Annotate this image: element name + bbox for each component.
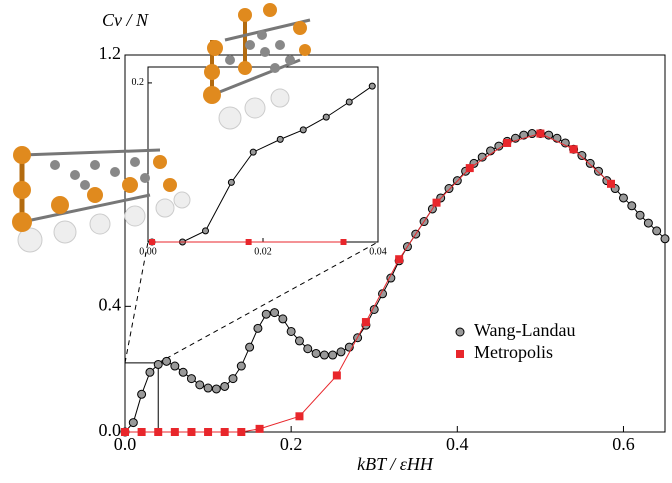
point xyxy=(121,428,129,436)
point xyxy=(635,210,645,220)
point xyxy=(607,179,615,188)
x-tick-label: 0.00 xyxy=(139,246,157,257)
point xyxy=(228,374,238,384)
plot-frame xyxy=(147,66,379,243)
point xyxy=(278,314,288,324)
legend-marker xyxy=(455,327,465,337)
point xyxy=(149,239,156,245)
point xyxy=(253,323,263,333)
point xyxy=(295,412,304,421)
y-tick-label: 0.0 xyxy=(99,420,122,440)
point xyxy=(652,226,662,236)
point xyxy=(202,227,209,235)
point xyxy=(432,198,441,207)
x-tick-label: 0.4 xyxy=(446,434,469,454)
x-tick-label: 0.0 xyxy=(114,434,137,454)
point xyxy=(332,371,341,380)
x-tick-label: 0.02 xyxy=(254,246,272,257)
point xyxy=(220,428,229,436)
y-axis-label: Cv / N xyxy=(102,10,149,30)
point xyxy=(618,193,628,203)
x-axis-label: kBT / εHH xyxy=(357,454,434,474)
y-tick-label: 0.4 xyxy=(99,294,122,314)
point xyxy=(270,308,280,318)
molecule-illustrations xyxy=(12,3,311,253)
point xyxy=(237,428,246,436)
molecule-top xyxy=(203,3,311,130)
x-tick-label: 0.2 xyxy=(280,434,303,454)
zoom-connector xyxy=(157,241,379,364)
point xyxy=(286,326,296,336)
point xyxy=(585,158,595,168)
point xyxy=(276,135,284,143)
point xyxy=(227,178,235,186)
point xyxy=(660,234,670,244)
point xyxy=(322,113,330,121)
point xyxy=(361,318,370,327)
point xyxy=(569,145,578,154)
point xyxy=(299,126,307,134)
x-tick-label: 0.6 xyxy=(612,434,635,454)
legend-marker xyxy=(456,350,464,358)
point xyxy=(137,389,147,399)
point xyxy=(340,239,347,245)
point xyxy=(153,359,163,369)
point xyxy=(195,380,205,390)
point xyxy=(145,367,155,377)
point xyxy=(345,98,353,106)
point xyxy=(395,255,404,264)
point xyxy=(186,374,196,384)
point xyxy=(204,428,213,436)
point xyxy=(255,424,264,433)
point xyxy=(519,130,529,140)
point xyxy=(170,361,180,371)
y-tick-label: 0.2 xyxy=(132,77,145,88)
point xyxy=(236,361,246,371)
series-line xyxy=(152,85,373,243)
point xyxy=(577,151,587,161)
point xyxy=(211,384,221,394)
point xyxy=(311,348,321,358)
point xyxy=(594,166,604,176)
point xyxy=(170,428,179,436)
point xyxy=(187,428,196,436)
point xyxy=(503,138,512,147)
point xyxy=(203,383,213,393)
point xyxy=(154,428,163,436)
point xyxy=(627,201,637,211)
point xyxy=(178,367,188,377)
point xyxy=(137,428,146,436)
point xyxy=(128,418,138,428)
point xyxy=(294,336,304,346)
point xyxy=(303,344,313,354)
x-tick-label: 0.04 xyxy=(369,246,387,257)
point xyxy=(336,347,346,357)
plot-area: 0.0 0.2 0.4 0.6 0.0 0.4 1.2 Cv / N kBT / εHH Wang… xyxy=(99,10,670,474)
point xyxy=(245,342,255,352)
point xyxy=(444,184,454,194)
point xyxy=(368,82,376,90)
point xyxy=(536,129,545,138)
legend-label: Wang-Landau xyxy=(474,320,576,340)
point xyxy=(328,350,338,360)
y-tick-label: 1.2 xyxy=(99,43,122,63)
molecule-left xyxy=(12,146,191,253)
point xyxy=(319,350,329,360)
point xyxy=(465,164,474,173)
point xyxy=(220,381,230,391)
point xyxy=(245,239,252,245)
zoom-connector xyxy=(124,241,149,363)
point xyxy=(162,356,172,366)
point xyxy=(261,309,271,319)
legend-label: Metropolis xyxy=(474,342,553,362)
point xyxy=(643,218,653,228)
point xyxy=(249,148,257,156)
